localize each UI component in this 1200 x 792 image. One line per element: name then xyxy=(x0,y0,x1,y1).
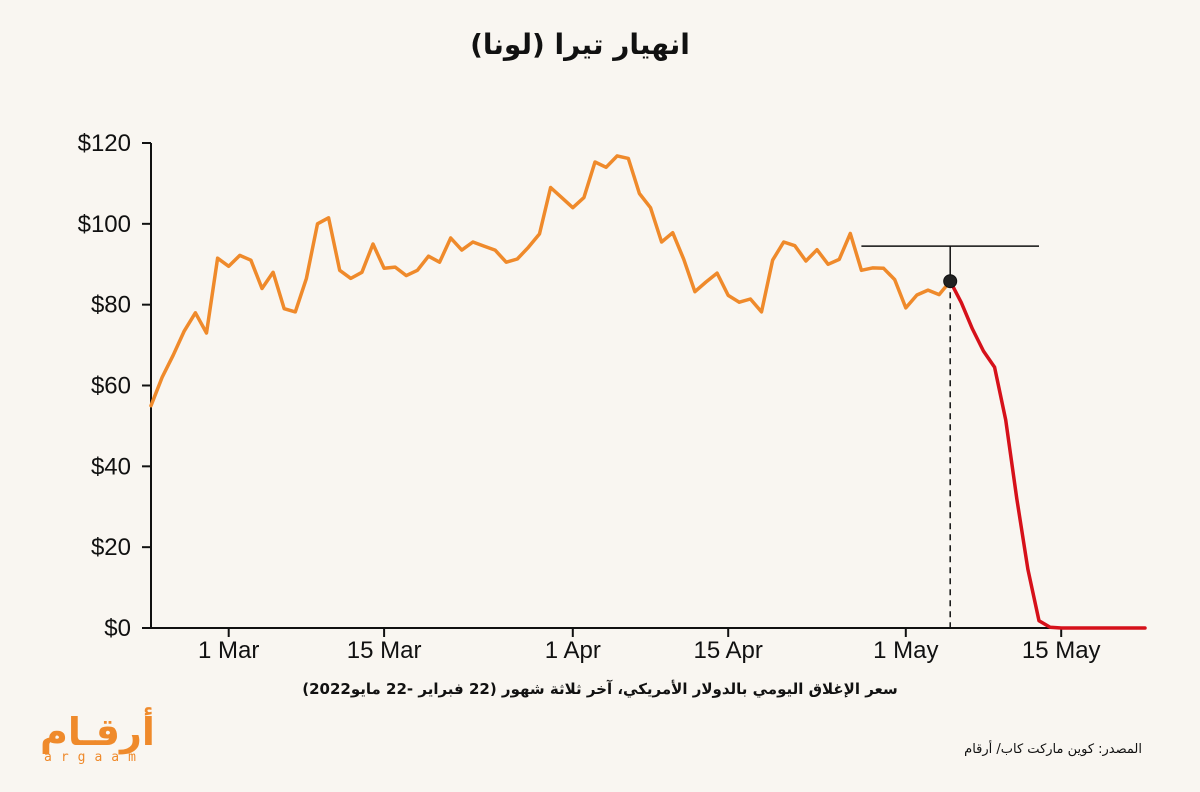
y-tick-label: $40 xyxy=(91,453,131,480)
y-tick-label: $100 xyxy=(78,211,131,238)
marker-point xyxy=(943,274,958,289)
series-line-crash xyxy=(948,279,1147,630)
chart-title: انهيار تيرا (لونا) xyxy=(470,28,690,61)
source-note: المصدر: كوين ماركت كاب/ أرقام xyxy=(964,742,1142,757)
series-line-before xyxy=(149,154,952,408)
y-tick-label: $20 xyxy=(91,534,131,561)
x-tick-label: 1 Mar xyxy=(198,637,259,664)
y-tick-label: $80 xyxy=(91,292,131,319)
y-tick-label: $60 xyxy=(91,373,131,400)
argaam-logo: أرقـام argaam xyxy=(40,712,155,765)
chart-plot-area xyxy=(149,154,1147,630)
y-tick-label: $120 xyxy=(78,130,131,157)
line-chart: $0 $20 $40 $60 $80 $100 $120 1 Mar 15 Mar 1 Apr 15… xyxy=(78,130,1147,664)
chart-axes: $0 $20 $40 $60 $80 $100 $120 1 Mar 15 Mar 1 Apr 15… xyxy=(78,130,1145,664)
x-tick-label: 15 Mar xyxy=(347,637,422,664)
chart-subtitle: سعر الإغلاق اليومي بالدولار الأمريكي، آخ… xyxy=(302,680,898,698)
y-tick-label: $0 xyxy=(104,615,131,642)
x-tick-label: 1 May xyxy=(873,637,938,664)
logo-arabic-text: أرقـام xyxy=(40,710,155,754)
x-tick-label: 15 May xyxy=(1022,637,1101,664)
x-tick-label: 15 Apr xyxy=(694,637,763,664)
logo-latin-text: argaam xyxy=(44,750,145,765)
x-tick-label: 1 Apr xyxy=(545,637,601,664)
